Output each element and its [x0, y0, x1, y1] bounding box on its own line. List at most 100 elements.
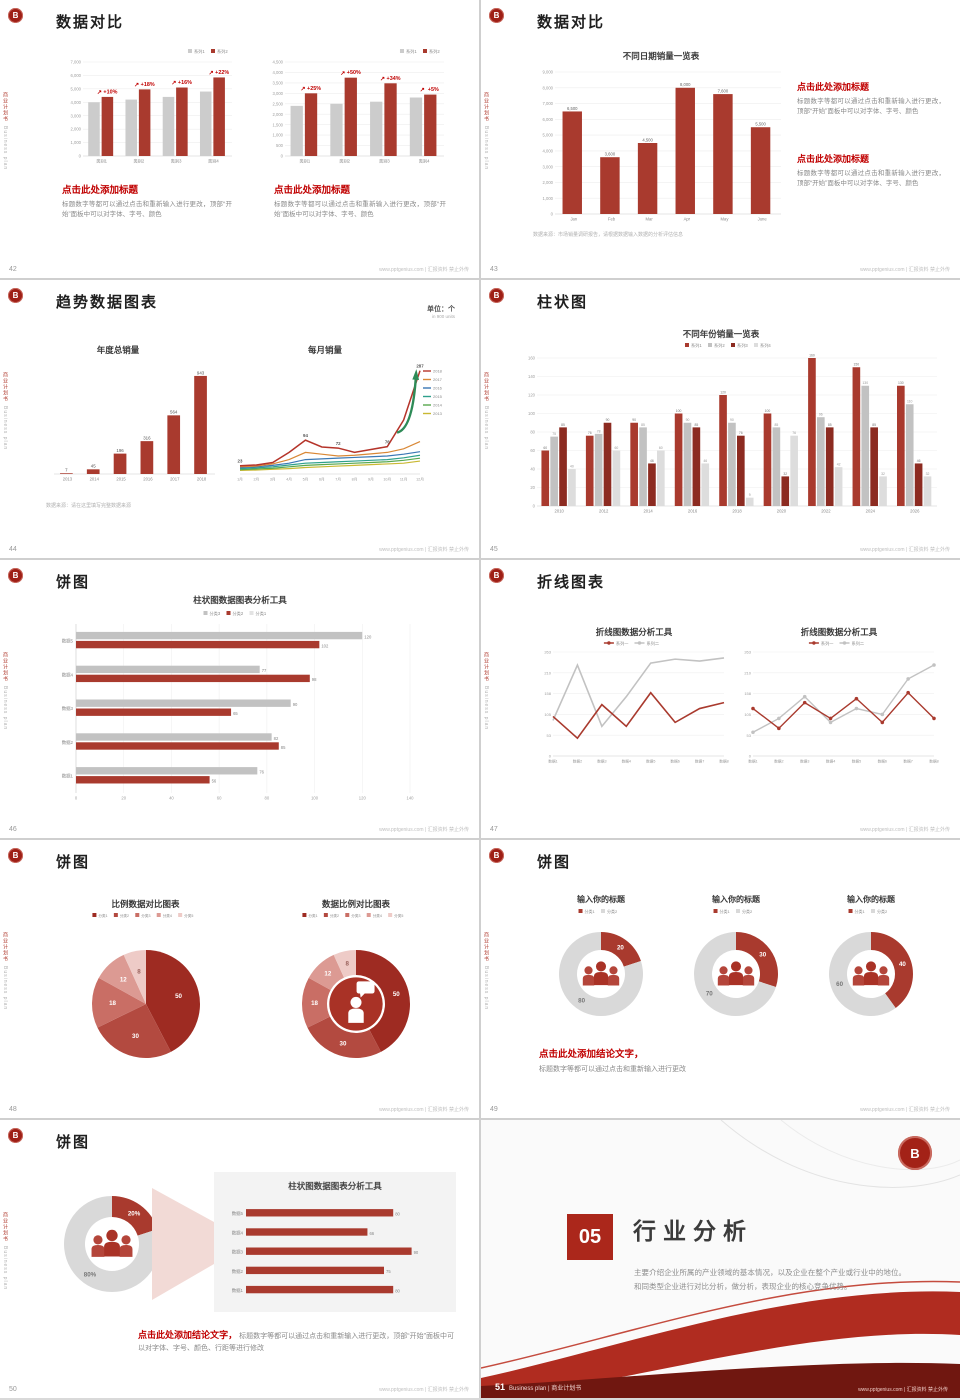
- svg-text:2016: 2016: [688, 509, 698, 514]
- svg-text:8月: 8月: [352, 477, 358, 482]
- conclusion-block: 点击此处添加结论文字， 标题数字等都可以通过点击和重新输入进行更改，顶部“开始”面…: [138, 1328, 454, 1355]
- side-watermark: 商业计划书 Business plan: [483, 652, 490, 730]
- svg-text:18: 18: [311, 1000, 318, 1007]
- svg-text:30: 30: [132, 1033, 139, 1040]
- svg-text:2018: 2018: [732, 509, 742, 514]
- slide-44[interactable]: B 趋势数据图表 商业计划书 Business plan 单位：个 in 900 …: [0, 280, 479, 558]
- slide-title: 柱状图: [537, 294, 589, 311]
- svg-text:96: 96: [819, 413, 823, 417]
- svg-text:85: 85: [828, 423, 832, 427]
- yearly-grouped-bar-chart: 0 20 40 60 80 100 120 140 160 60 76 90 100 120 100 160 1…: [519, 340, 943, 523]
- page-number: 48: [9, 1106, 17, 1113]
- svg-text:2024: 2024: [866, 509, 876, 514]
- side-watermark: 商业计划书 Business plan: [483, 932, 490, 1010]
- svg-text:3,600: 3,600: [605, 152, 616, 157]
- svg-text:75: 75: [386, 1269, 391, 1274]
- brand-logo-icon: B: [489, 568, 504, 583]
- slide-45[interactable]: B 柱状图 商业计划书 Business plan 不同年份销量一览表 0 20 40…: [481, 280, 960, 558]
- svg-text:85: 85: [561, 423, 565, 427]
- slide-51[interactable]: 05 行业分析 主要介绍企业所属的产业领域的基本情况，以及企业在整个产业或行业中…: [481, 1120, 960, 1398]
- svg-text:2014: 2014: [433, 403, 443, 408]
- svg-text:196: 196: [116, 448, 124, 453]
- svg-text:20: 20: [530, 485, 535, 490]
- svg-text:50: 50: [393, 991, 400, 998]
- svg-text:↗: ↗: [209, 71, 214, 77]
- svg-text:数据1: 数据1: [748, 759, 757, 764]
- svg-text:77: 77: [262, 668, 267, 673]
- svg-text:0: 0: [75, 796, 78, 801]
- svg-text:85: 85: [872, 423, 876, 427]
- svg-text:2,000: 2,000: [543, 180, 554, 185]
- svg-text:↗: ↗: [97, 90, 102, 96]
- svg-text:23: 23: [238, 459, 243, 464]
- svg-text:May: May: [721, 217, 730, 222]
- svg-text:类别3: 类别3: [379, 158, 390, 165]
- page-number: 46: [9, 826, 17, 833]
- donut-chart-3: 分类1 分类2 40 60: [806, 906, 936, 1033]
- svg-text:160: 160: [528, 356, 536, 361]
- svg-text:94: 94: [303, 433, 308, 438]
- svg-text:数据8: 数据8: [929, 759, 938, 764]
- slide-43[interactable]: B 数据对比 商业计划书 Business plan 不同日期销量一览表 0 1,0…: [481, 0, 960, 278]
- caption-heading: 点击此处添加标题: [797, 154, 870, 164]
- svg-text:系列2: 系列2: [217, 48, 228, 55]
- svg-text:65: 65: [233, 711, 238, 716]
- svg-text:类别4: 类别4: [208, 158, 219, 165]
- svg-text:150: 150: [854, 363, 860, 367]
- svg-text:8: 8: [346, 960, 350, 967]
- svg-text:120: 120: [359, 796, 367, 801]
- brand-logo-icon: B: [489, 288, 504, 303]
- svg-text:53: 53: [547, 733, 552, 738]
- svg-text:3,000: 3,000: [273, 91, 284, 96]
- footer-watermark: www.pptgenius.com | 汇报资料 禁止外传: [860, 827, 950, 833]
- svg-text:46: 46: [650, 459, 654, 463]
- side-watermark-en: Business plan: [2, 1246, 8, 1291]
- svg-text:4,500: 4,500: [642, 137, 653, 142]
- svg-text:类别2: 类别2: [339, 158, 350, 165]
- svg-text:160: 160: [809, 353, 815, 357]
- svg-text:3月: 3月: [270, 477, 276, 482]
- brand-logo-icon: B: [8, 1128, 23, 1143]
- slide-42[interactable]: B 数据对比 商业计划书 Business plan 0 1,000 2,000 3,0…: [0, 0, 479, 278]
- svg-text:系列一: 系列一: [821, 640, 834, 647]
- svg-text:2017: 2017: [433, 377, 443, 382]
- svg-text:90: 90: [632, 418, 636, 422]
- svg-text:80%: 80%: [84, 1271, 97, 1278]
- svg-text:2,500: 2,500: [273, 101, 284, 106]
- chart-title: 比例数据对比图表: [111, 899, 180, 909]
- svg-text:4,000: 4,000: [273, 70, 284, 75]
- brand-logo-icon: B: [8, 288, 23, 303]
- slide-48[interactable]: B 饼图 商业计划书Business plan 比例数据对比图表 分类1 分类2 分…: [0, 840, 479, 1118]
- svg-text:76: 76: [792, 431, 796, 435]
- svg-text:80: 80: [395, 1212, 400, 1217]
- svg-text:+50%: +50%: [347, 70, 361, 76]
- svg-text:系列2: 系列2: [714, 342, 725, 349]
- caption-heading: 点击此处添加标题: [62, 185, 139, 196]
- svg-text:105: 105: [544, 712, 551, 717]
- svg-text:20%: 20%: [128, 1211, 141, 1218]
- svg-text:2,000: 2,000: [273, 112, 284, 117]
- side-watermark-cn: 商业计划书: [2, 372, 8, 402]
- svg-text:数据2: 数据2: [573, 759, 582, 764]
- svg-text:2016: 2016: [143, 477, 153, 482]
- conclusion-body: 标题数字等都可以通过点击和重新输入进行更改: [539, 1066, 686, 1073]
- comparison-bar-chart-left: 0 1,000 2,000 3,000 4,000 5,000 6,000 7,000 类别1 类…: [58, 46, 236, 173]
- slide-49[interactable]: B 饼图 商业计划书 Business plan 输入你的标题 分类1 分类2 20 8…: [481, 840, 960, 1118]
- svg-text:数据3: 数据3: [232, 1249, 244, 1256]
- svg-text:+10%: +10%: [103, 89, 117, 95]
- svg-text:数据2: 数据2: [62, 739, 74, 746]
- caption-body: 标题数字等都可以通过点击和重新输入进行更改，顶部“开始”面板中可以对字体、字号、…: [274, 201, 446, 219]
- svg-text:数据7: 数据7: [903, 759, 912, 764]
- side-watermark-cn: 商业计划书: [2, 92, 8, 122]
- svg-text:0: 0: [533, 504, 536, 509]
- brand-logo-icon: B: [8, 568, 23, 583]
- caption-heading: 点击此处添加标题: [274, 185, 351, 196]
- slide-50[interactable]: B 饼图 商业计划书 Business plan 20% 80% 柱状图数据图表分析…: [0, 1120, 479, 1398]
- page-number: 42: [9, 266, 17, 273]
- svg-text:500: 500: [276, 143, 284, 148]
- slide-46[interactable]: B 饼图 商业计划书 Business plan 柱状图数据图表分析工具 0 20 4…: [0, 560, 479, 838]
- svg-text:80: 80: [265, 796, 270, 801]
- side-watermark-en: Business plan: [483, 406, 489, 451]
- svg-text:1,000: 1,000: [543, 196, 554, 201]
- slide-47[interactable]: B 折线图表 商业计划书 Business plan 折线图数据分析工具 0 53 1…: [481, 560, 960, 838]
